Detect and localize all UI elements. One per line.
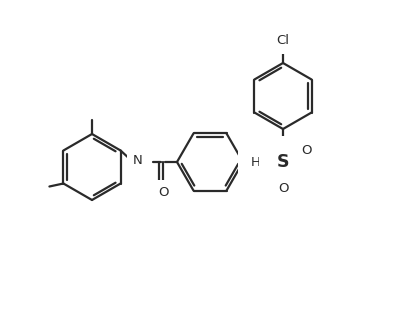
Text: O: O <box>278 183 288 196</box>
Text: O: O <box>158 186 168 199</box>
Text: H: H <box>141 156 149 169</box>
Text: N: N <box>133 154 143 167</box>
Text: O: O <box>301 145 311 158</box>
Text: HN: HN <box>251 156 271 169</box>
Text: Cl: Cl <box>277 35 289 48</box>
Text: S: S <box>277 153 289 171</box>
